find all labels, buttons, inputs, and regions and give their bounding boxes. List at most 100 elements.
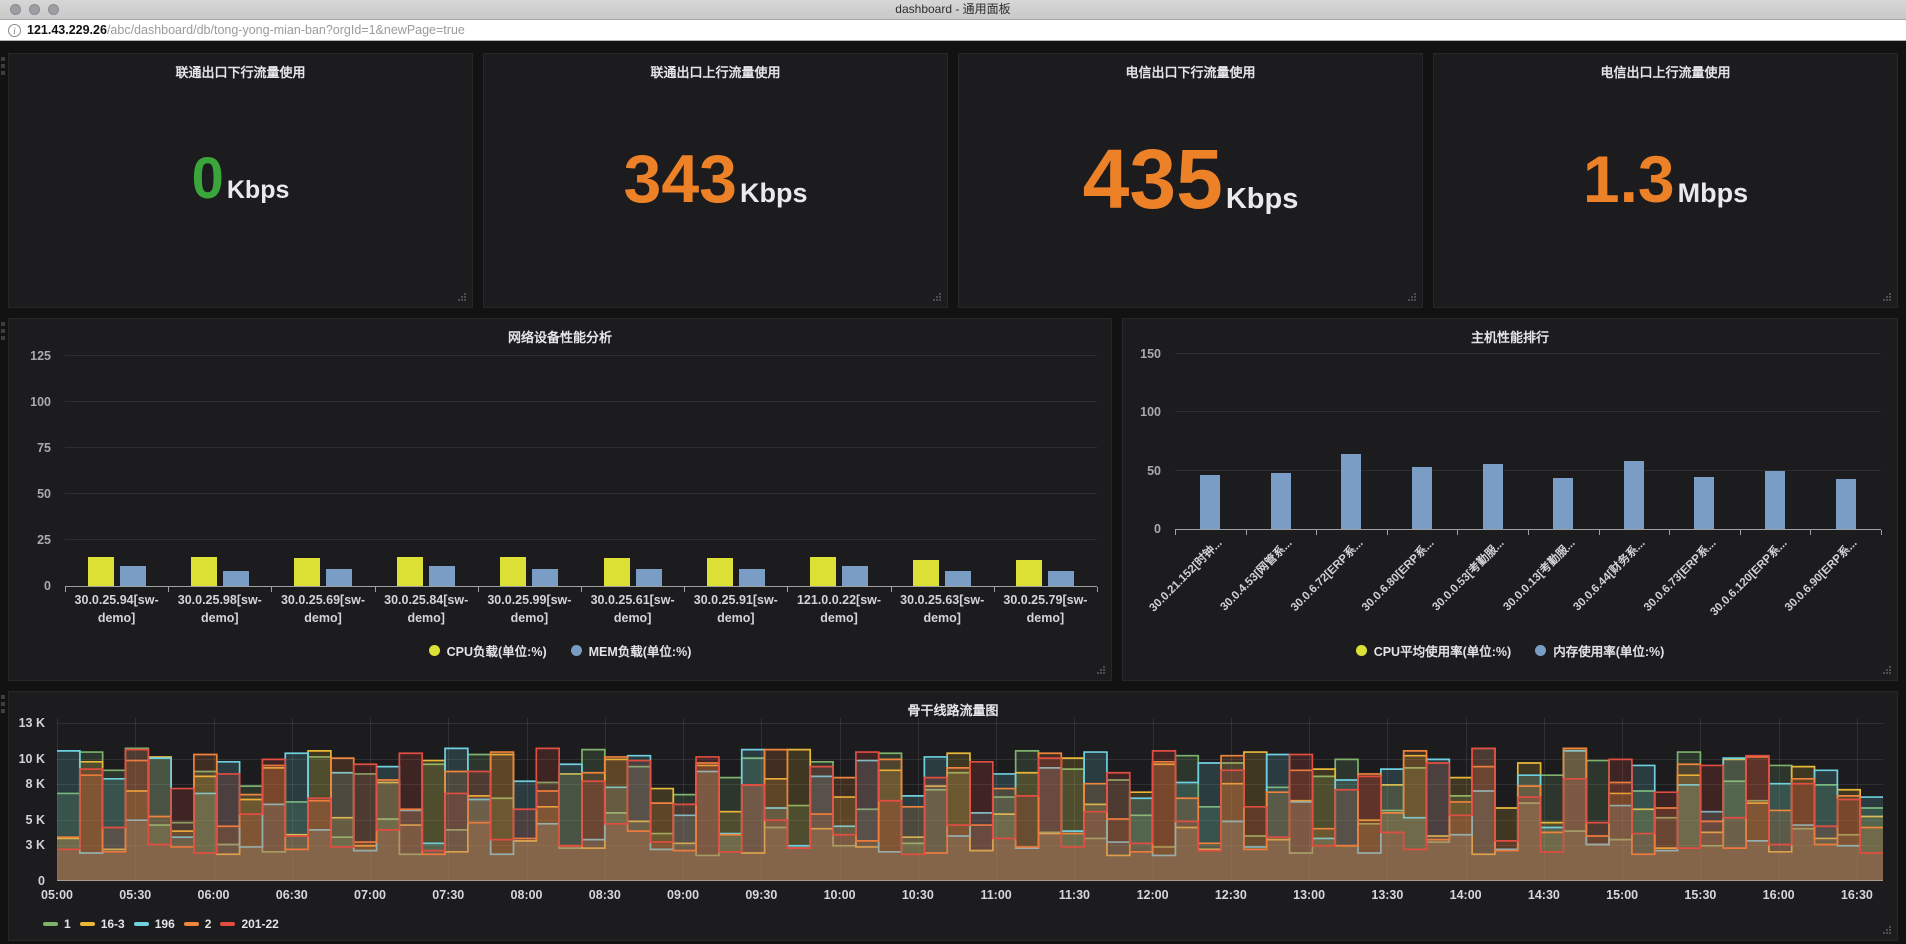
- window-titlebar: dashboard - 通用面板: [0, 0, 1906, 20]
- legend-item[interactable]: 1: [43, 917, 71, 931]
- y-axis-tick-label: 0: [1154, 522, 1161, 536]
- panel-title[interactable]: 联通出口上行流量使用: [650, 65, 781, 80]
- panel-title[interactable]: 网络设备性能分析: [507, 330, 612, 345]
- panel-title[interactable]: 主机性能排行: [1470, 330, 1549, 345]
- window-controls[interactable]: [10, 4, 59, 15]
- x-axis-tickmark: [1810, 530, 1812, 535]
- bar[interactable]: [190, 556, 217, 586]
- bar[interactable]: [326, 569, 352, 586]
- x-axis-category-label: 30.0.25.99[sw-demo]: [487, 593, 572, 625]
- row-menu-handle[interactable]: [1, 695, 6, 716]
- x-axis-category-label: 30.0.4.53[网管系...: [1218, 537, 1296, 614]
- stat-value: 435: [1082, 131, 1223, 226]
- bar-group: [65, 350, 168, 586]
- x-axis-category-label: 30.0.6.72[ERP系...: [1288, 537, 1366, 614]
- panel-title[interactable]: 电信出口下行流量使用: [1125, 65, 1256, 80]
- y-axis-tick-label: 100: [30, 394, 51, 409]
- bar[interactable]: [1694, 476, 1715, 529]
- info-icon[interactable]: i: [8, 23, 21, 37]
- y-axis-tick-label: 8 K: [25, 776, 45, 791]
- gridline: [65, 400, 1097, 402]
- x-axis-category-label: 30.0.25.63[sw-demo]: [900, 593, 985, 625]
- bar[interactable]: [1623, 461, 1644, 529]
- bar[interactable]: [1341, 454, 1362, 529]
- bar[interactable]: [1553, 477, 1574, 529]
- bar[interactable]: [1412, 467, 1433, 529]
- x-axis-tickmark: [1739, 530, 1741, 535]
- bar[interactable]: [429, 565, 456, 586]
- bar[interactable]: [738, 569, 765, 586]
- bar[interactable]: [913, 560, 940, 586]
- x-axis: 05:00 05:30 06:00 06:30 07:00 07:30 08:00 08:30…: [41, 888, 1883, 904]
- legend-color-dash: [79, 922, 95, 926]
- y-axis-tick-label: 100: [1140, 405, 1161, 420]
- legend-item[interactable]: 196: [133, 917, 175, 931]
- bar[interactable]: [1048, 571, 1075, 586]
- legend-label: 196: [154, 917, 175, 931]
- bar[interactable]: [222, 571, 249, 586]
- browser-address-bar[interactable]: i 121.43.229.26/abc/dashboard/db/tong-yo…: [0, 20, 1906, 41]
- legend-item[interactable]: 内存使用率(单位:%): [1535, 641, 1664, 660]
- panel-resize-handle[interactable]: [1883, 666, 1893, 676]
- bar[interactable]: [945, 571, 972, 586]
- bar[interactable]: [1835, 478, 1856, 529]
- x-axis-category-label: 30.0.6.80[ERP系...: [1359, 537, 1437, 614]
- x-axis-time-label: 15:00: [1606, 888, 1639, 902]
- bar[interactable]: [500, 556, 527, 586]
- bar-group: [994, 350, 1097, 586]
- panel-resize-handle[interactable]: [1883, 926, 1893, 936]
- bar[interactable]: [603, 558, 630, 586]
- x-axis-tickmark: [1316, 530, 1318, 535]
- legend-item[interactable]: MEM负载(单位:%): [570, 641, 691, 660]
- x-axis-category-label: 30.0.25.84[sw-demo]: [384, 593, 469, 625]
- legend-item[interactable]: 2: [183, 917, 211, 931]
- line-chart-canvas[interactable]: [57, 718, 1883, 881]
- panel-title[interactable]: 骨干线路流量图: [907, 703, 999, 718]
- window-minimize-button[interactable]: [29, 4, 40, 15]
- legend-color-dot: [1535, 645, 1547, 656]
- window-zoom-button[interactable]: [48, 4, 59, 15]
- bar[interactable]: [294, 558, 320, 586]
- row-menu-handle[interactable]: [1, 57, 6, 78]
- bar[interactable]: [119, 565, 146, 586]
- panel-resize-handle[interactable]: [1408, 293, 1418, 303]
- bar[interactable]: [706, 558, 733, 586]
- line-chart-plot[interactable]: [57, 718, 1883, 881]
- bar[interactable]: [1016, 560, 1043, 586]
- panel-title[interactable]: 联通出口下行流量使用: [175, 65, 306, 80]
- bar[interactable]: [842, 565, 869, 586]
- stat-unit: Kbps: [739, 177, 808, 208]
- legend-label: 16-3: [100, 917, 125, 931]
- bar[interactable]: [810, 556, 837, 586]
- panel-resize-handle[interactable]: [458, 293, 468, 303]
- x-axis-category-label: 30.0.25.91[sw-demo]: [693, 593, 778, 625]
- bar[interactable]: [1765, 470, 1786, 529]
- legend-item[interactable]: CPU负载(单位:%): [428, 641, 547, 660]
- bar-chart-plot[interactable]: [1175, 353, 1882, 535]
- url-text[interactable]: 121.43.229.26/abc/dashboard/db/tong-yong…: [27, 23, 465, 37]
- panel-resize-handle[interactable]: [933, 293, 943, 303]
- legend-color-dot: [1355, 645, 1367, 656]
- bar[interactable]: [397, 556, 424, 586]
- x-axis-category-label: 30.0.6.73[ERP系...: [1641, 537, 1719, 614]
- bar[interactable]: [1200, 475, 1221, 529]
- legend-item[interactable]: CPU平均使用率(单位:%): [1355, 641, 1511, 660]
- panel-resize-handle[interactable]: [1097, 666, 1107, 676]
- bar[interactable]: [1270, 473, 1291, 529]
- bar-chart-plot[interactable]: [65, 350, 1098, 592]
- x-axis-time-label: 05:00: [41, 888, 73, 902]
- x-axis-time-label: 15:30: [1684, 888, 1717, 902]
- panel-resize-handle[interactable]: [1883, 293, 1893, 303]
- x-axis-tickmark: [1881, 530, 1882, 535]
- x-axis-time-label: 10:00: [823, 888, 856, 902]
- stat-panel-telecom-down: 电信出口下行流量使用 435 Kbps: [958, 53, 1423, 308]
- row-menu-handle[interactable]: [1, 322, 6, 343]
- bar[interactable]: [635, 569, 662, 586]
- bar[interactable]: [532, 569, 559, 586]
- legend-item[interactable]: 201-22: [220, 917, 279, 931]
- bar[interactable]: [1482, 463, 1503, 529]
- bar[interactable]: [87, 556, 114, 586]
- panel-title[interactable]: 电信出口上行流量使用: [1600, 65, 1731, 80]
- window-close-button[interactable]: [10, 4, 21, 15]
- legend-item[interactable]: 16-3: [79, 917, 125, 931]
